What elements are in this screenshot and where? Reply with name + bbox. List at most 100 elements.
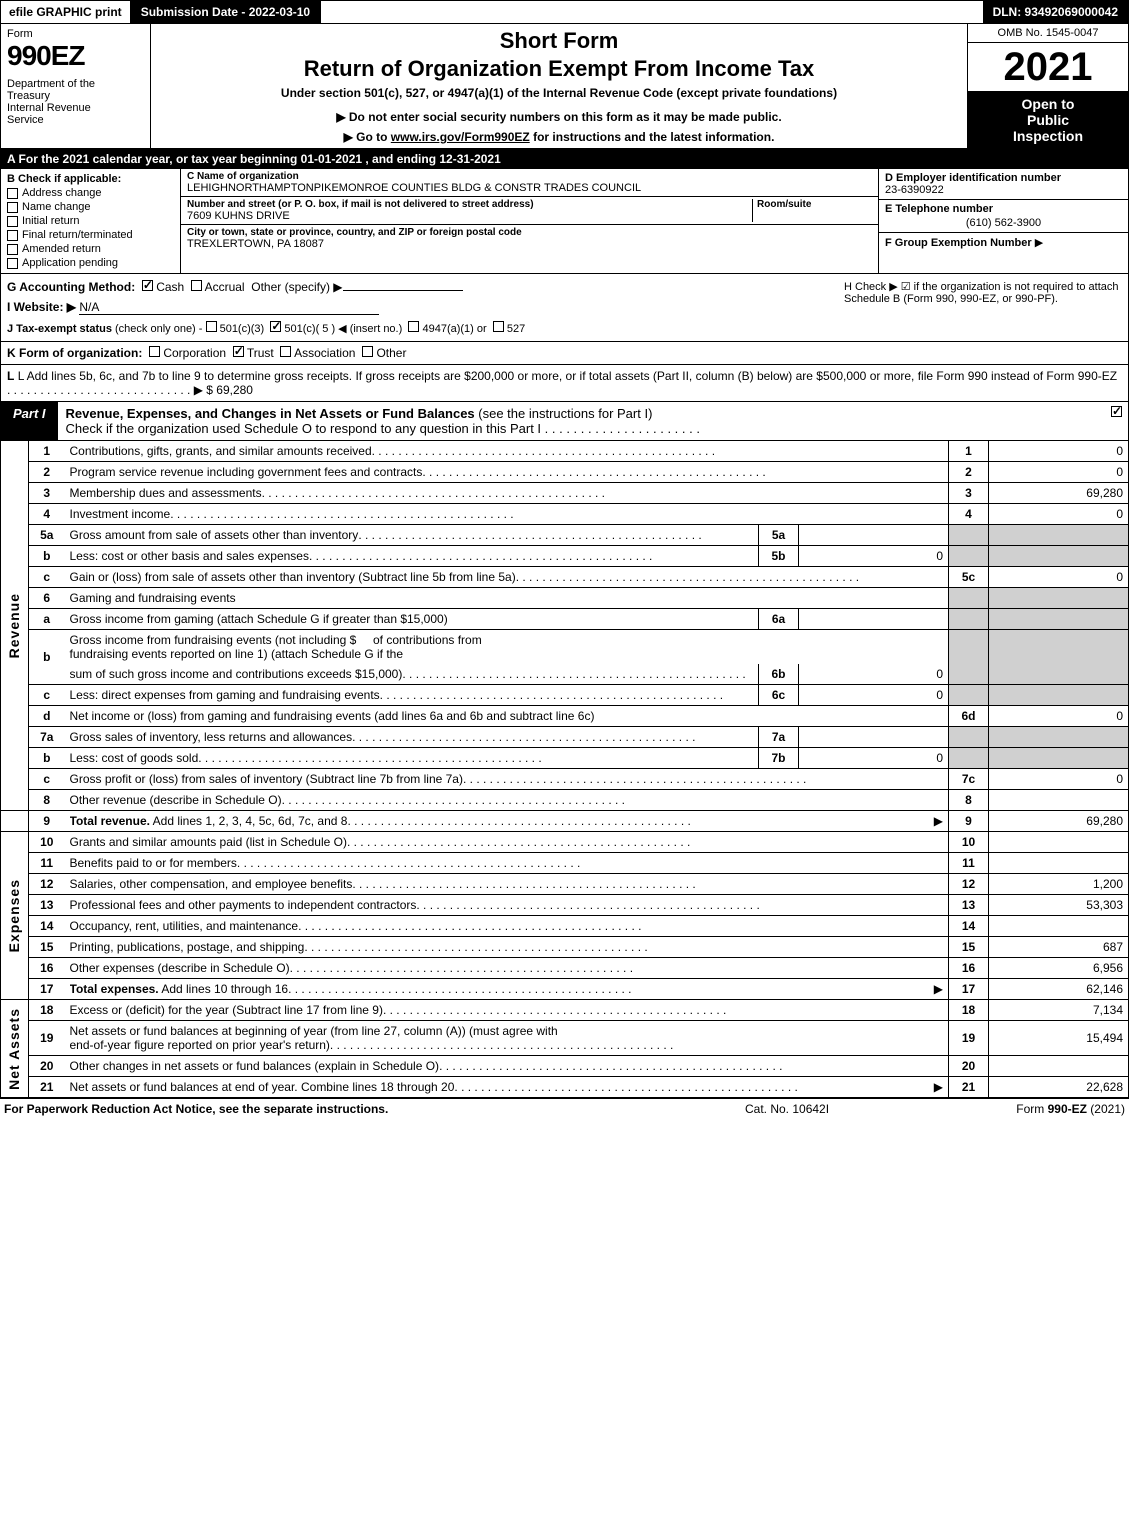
link-suffix: for instructions and the latest informat… [530, 130, 775, 144]
phone-value: (610) 562-3900 [885, 217, 1122, 229]
footer-right: Form 990-EZ (2021) [945, 1102, 1125, 1116]
checkbox-association[interactable] [280, 346, 291, 357]
checkbox-accrual[interactable] [191, 280, 202, 291]
header-right: OMB No. 1545-0047 2021 Open toPublicInsp… [968, 24, 1128, 148]
row-6: 6 Gaming and fundraising events [1, 588, 1129, 609]
row-6b-1: b Gross income from fundraising events (… [1, 630, 1129, 665]
submission-date: Submission Date - 2022-03-10 [131, 1, 321, 23]
room-cell: Room/suite [752, 199, 872, 222]
chk-address-change[interactable]: Address change [7, 187, 174, 199]
checkbox-icon[interactable] [7, 202, 18, 213]
ssn-note: ▶ Do not enter social security numbers o… [159, 110, 959, 124]
row-13: 13 Professional fees and other payments … [1, 895, 1129, 916]
part1-table: Revenue 1 Contributions, gifts, grants, … [0, 441, 1129, 1098]
linenum: 1 [949, 441, 989, 462]
checkbox-501c[interactable] [270, 321, 281, 332]
irs-link[interactable]: www.irs.gov/Form990EZ [391, 130, 530, 144]
row-7c: c Gross profit or (loss) from sales of i… [1, 769, 1129, 790]
ghij-left: G Accounting Method: Cash Accrual Other … [1, 274, 838, 341]
checkbox-trust[interactable] [233, 346, 244, 357]
chk-label: Final return/terminated [22, 229, 133, 241]
chk-application-pending[interactable]: Application pending [7, 257, 174, 269]
chk-initial-return[interactable]: Initial return [7, 215, 174, 227]
arrow-icon: ▶ [1035, 237, 1043, 249]
k-label: K Form of organization: [7, 346, 142, 360]
chk-name-change[interactable]: Name change [7, 201, 174, 213]
footer-left: For Paperwork Reduction Act Notice, see … [4, 1102, 745, 1116]
tax-year: 2021 [968, 43, 1128, 92]
i-label: I Website: ▶ [7, 300, 76, 314]
group-exemption-label: F Group Exemption Number [885, 237, 1032, 249]
part1-subline: Check if the organization used Schedule … [66, 421, 542, 436]
checkbox-4947[interactable] [408, 321, 419, 332]
form-number: 990EZ [7, 40, 144, 72]
other-underline [343, 290, 463, 291]
part1-check [1105, 402, 1128, 440]
footer-mid: Cat. No. 10642I [745, 1102, 945, 1116]
cash-label: Cash [156, 280, 184, 294]
efile-label[interactable]: efile GRAPHIC print [1, 1, 131, 23]
row-11: 11 Benefits paid to or for members 11 [1, 853, 1129, 874]
g-label: G Accounting Method: [7, 280, 135, 294]
org-name-label: C Name of organization [187, 171, 872, 182]
checkbox-cash[interactable] [142, 280, 153, 291]
opt-527: 527 [507, 323, 525, 335]
header-center: Short Form Return of Organization Exempt… [151, 24, 968, 148]
checkbox-icon[interactable] [7, 230, 18, 241]
lineval: 0 [989, 441, 1129, 462]
row-3: 3 Membership dues and assessments 3 69,2… [1, 483, 1129, 504]
opt-501c3: 501(c)(3) [220, 323, 265, 335]
room-label: Room/suite [757, 199, 872, 210]
line-j: J Tax-exempt status (check only one) - 5… [7, 321, 832, 335]
section-f: F Group Exemption Number ▶ [879, 233, 1128, 252]
row-15: 15 Printing, publications, postage, and … [1, 937, 1129, 958]
ein-value: 23-6390922 [885, 184, 1122, 196]
street-cell: Number and street (or P. O. box, if mail… [187, 199, 752, 222]
street-row: Number and street (or P. O. box, if mail… [181, 197, 878, 225]
checkbox-icon[interactable] [7, 244, 18, 255]
inspection-label: Open toPublicInspection [968, 92, 1128, 148]
row-9: 9 Total revenue. Add lines 1, 2, 3, 4, 5… [1, 811, 1129, 832]
phone-label: E Telephone number [885, 203, 1122, 215]
row-5c: c Gain or (loss) from sale of assets oth… [1, 567, 1129, 588]
row-6d: d Net income or (loss) from gaming and f… [1, 706, 1129, 727]
website-value: N/A [79, 300, 379, 315]
row-19: 19 Net assets or fund balances at beginn… [1, 1021, 1129, 1056]
row-5b: b Less: cost or other basis and sales ex… [1, 546, 1129, 567]
org-name-value: LEHIGHNORTHAMPTONPIKEMONROE COUNTIES BLD… [187, 182, 872, 194]
row-16: 16 Other expenses (describe in Schedule … [1, 958, 1129, 979]
opt-association: Association [294, 346, 355, 360]
subtitle: Under section 501(c), 527, or 4947(a)(1)… [159, 86, 959, 100]
chk-label: Amended return [22, 243, 101, 255]
accrual-label: Accrual [205, 280, 245, 294]
part1-title-rest: (see the instructions for Part I) [475, 406, 653, 421]
header-left: Form 990EZ Department of theTreasuryInte… [1, 24, 151, 148]
page-footer: For Paperwork Reduction Act Notice, see … [0, 1098, 1129, 1119]
short-form-title: Short Form [159, 28, 959, 54]
part1-title: Revenue, Expenses, and Changes in Net As… [58, 402, 1105, 440]
topbar-spacer [321, 1, 982, 23]
checkbox-527[interactable] [493, 321, 504, 332]
vlabel-revenue: Revenue [1, 441, 29, 811]
checkbox-schedule-o[interactable] [1111, 406, 1122, 417]
line-h: H Check ▶ ☑ if the organization is not r… [838, 274, 1128, 341]
section-ghij: G Accounting Method: Cash Accrual Other … [0, 274, 1129, 342]
checkbox-icon[interactable] [7, 188, 18, 199]
desc: Contributions, gifts, grants, and simila… [65, 441, 949, 462]
dln-label: DLN: 93492069000042 [983, 1, 1128, 23]
line-k: K Form of organization: Corporation Trus… [0, 342, 1129, 365]
chk-label: Address change [22, 187, 102, 199]
link-prefix: ▶ Go to [344, 130, 391, 144]
part1-tab: Part I [1, 402, 58, 440]
opt-corporation: Corporation [163, 346, 226, 360]
row-5a: 5a Gross amount from sale of assets othe… [1, 525, 1129, 546]
checkbox-icon[interactable] [7, 216, 18, 227]
opt-501c: 501(c)( 5 ) ◀ (insert no.) [284, 323, 402, 335]
checkbox-icon[interactable] [7, 258, 18, 269]
checkbox-corporation[interactable] [149, 346, 160, 357]
instructions-link: ▶ Go to www.irs.gov/Form990EZ for instru… [159, 130, 959, 144]
checkbox-other[interactable] [362, 346, 373, 357]
chk-final-return[interactable]: Final return/terminated [7, 229, 174, 241]
checkbox-501c3[interactable] [206, 321, 217, 332]
chk-amended-return[interactable]: Amended return [7, 243, 174, 255]
